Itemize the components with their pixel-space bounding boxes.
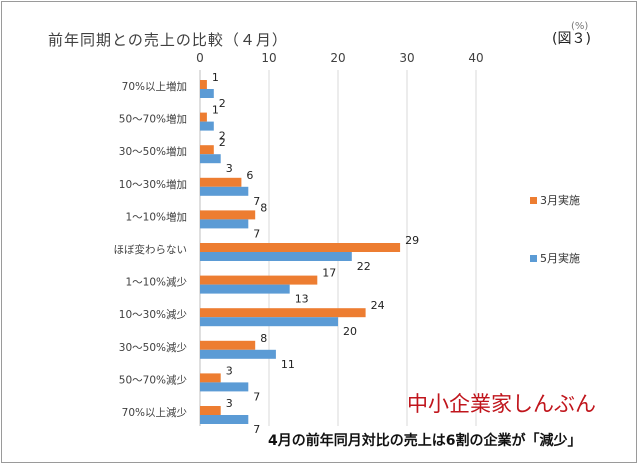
legend-swatch-may	[530, 254, 537, 262]
data-label: 7	[253, 195, 260, 208]
bar-march	[200, 308, 366, 318]
bar-may	[200, 317, 338, 327]
data-label: 6	[246, 169, 253, 182]
data-label: 22	[357, 260, 371, 273]
category-label: ほぼ変わらない	[114, 243, 188, 256]
chart-title: 前年同期との売上の比較（４月）	[48, 31, 288, 49]
data-label: 13	[295, 293, 309, 306]
data-label: 3	[226, 162, 233, 175]
data-label: 1	[212, 71, 219, 84]
category-label: 50〜70%増加	[119, 113, 187, 126]
category-label: 30〜50%増加	[119, 145, 187, 158]
data-label: 3	[226, 397, 233, 410]
data-label: 8	[260, 332, 267, 345]
bar-may	[200, 186, 249, 196]
bar-may	[200, 154, 221, 164]
bar-march	[200, 340, 256, 350]
bar-march	[200, 373, 221, 383]
category-label: 70%以上減少	[122, 406, 187, 419]
data-label: 11	[281, 358, 295, 371]
data-label: 24	[371, 299, 385, 312]
category-label: 10〜30%増加	[119, 178, 187, 191]
bar-march	[200, 145, 214, 155]
data-label: 3	[226, 364, 233, 377]
unit-label: (%)	[571, 21, 589, 32]
bar-may	[200, 121, 214, 131]
data-label: 20	[343, 325, 357, 338]
data-label: 7	[253, 423, 260, 436]
publisher-watermark: 中小企業家しんぶん	[407, 392, 596, 416]
bar-may	[200, 219, 249, 229]
data-label: 2	[219, 130, 226, 143]
data-label: 2	[219, 136, 226, 149]
x-tick-label: 20	[330, 51, 345, 65]
data-label: 7	[253, 390, 260, 403]
chart-caption: 4月の前年同月対比の売上は6割の企業が「減少」	[268, 433, 582, 449]
bar-may	[200, 252, 352, 261]
figure-label: (図３)	[552, 31, 591, 47]
data-label: 1	[212, 104, 219, 117]
legend-item-march: 3月実施	[530, 192, 580, 208]
legend-item-may: 5月実施	[530, 250, 580, 266]
x-tick-label: 40	[468, 51, 483, 65]
category-label: 30〜50%減少	[119, 341, 187, 354]
category-label: 70%以上増加	[122, 80, 187, 93]
bar-may	[200, 284, 290, 294]
legend-label-march: 3月実施	[540, 194, 580, 207]
category-label: 10〜30%減少	[119, 308, 187, 321]
data-label: 8	[260, 201, 267, 214]
data-label: 29	[405, 234, 419, 247]
legend-label-may: 5月実施	[540, 252, 580, 265]
category-label: 1〜10%増加	[125, 210, 187, 223]
category-label: 1〜10%減少	[125, 276, 187, 289]
x-tick-label: 30	[399, 51, 414, 65]
bar-may	[200, 382, 249, 392]
data-label: 7	[253, 227, 260, 240]
x-tick-label: 10	[261, 51, 276, 65]
category-label: 50〜70%減少	[119, 373, 187, 386]
bar-march	[200, 112, 207, 122]
bar-march	[200, 177, 242, 187]
bar-march	[200, 275, 318, 285]
bar-may	[200, 415, 249, 424]
x-tick-label: 0	[196, 51, 204, 65]
data-label: 17	[322, 267, 336, 280]
legend-swatch-march	[530, 196, 537, 204]
data-label: 2	[219, 97, 226, 110]
bar-march	[200, 210, 256, 220]
bar-may	[200, 349, 276, 359]
bar-march	[200, 406, 221, 415]
bar-march	[200, 80, 207, 89]
bar-march	[200, 243, 401, 252]
bar-may	[200, 89, 214, 98]
